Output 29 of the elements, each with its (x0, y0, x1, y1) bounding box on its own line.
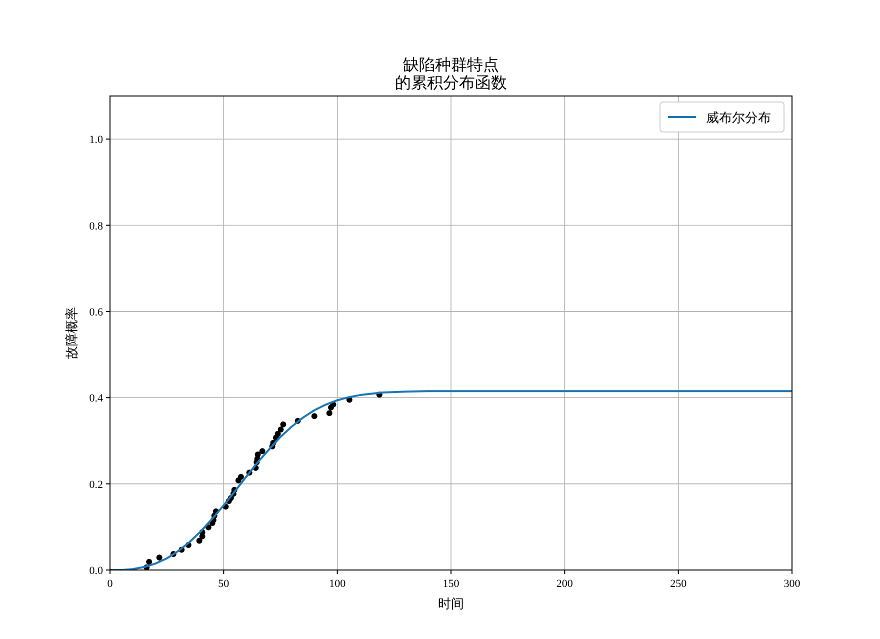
x-tick-label: 50 (218, 578, 230, 590)
point (280, 421, 286, 428)
y-tick-label: 0.0 (89, 565, 104, 577)
x-axis-title: 时间 (438, 596, 464, 611)
x-tick-label: 300 (784, 578, 801, 590)
point (156, 554, 162, 561)
point (274, 430, 281, 437)
y-tick-label: 0.4 (89, 392, 104, 405)
x-tick-label: 150 (442, 578, 460, 590)
point (238, 474, 244, 480)
point (311, 413, 318, 420)
x-tick-label: 200 (556, 578, 574, 590)
y-tick-label: 0.8 (89, 220, 104, 232)
y-tick-label: 1.0 (89, 134, 104, 146)
legend-label: 威布尔分布 (706, 110, 771, 125)
line-series (110, 390, 792, 570)
chart-title: 缺陷种群特点的累积分布函数 (395, 56, 507, 92)
legend: 威布尔分布 (660, 102, 784, 132)
y-tick-label: 0.6 (89, 306, 104, 318)
point (259, 448, 266, 454)
point (146, 558, 152, 565)
point (196, 538, 202, 544)
point (326, 410, 332, 416)
y-axis-title: 故障概率 (64, 307, 79, 359)
point (278, 426, 284, 433)
x-tick-label: 250 (670, 578, 688, 590)
y-tick-label: 0.2 (89, 478, 103, 491)
x-tick-label: 100 (329, 578, 346, 590)
x-tick-label: 0 (107, 578, 114, 590)
